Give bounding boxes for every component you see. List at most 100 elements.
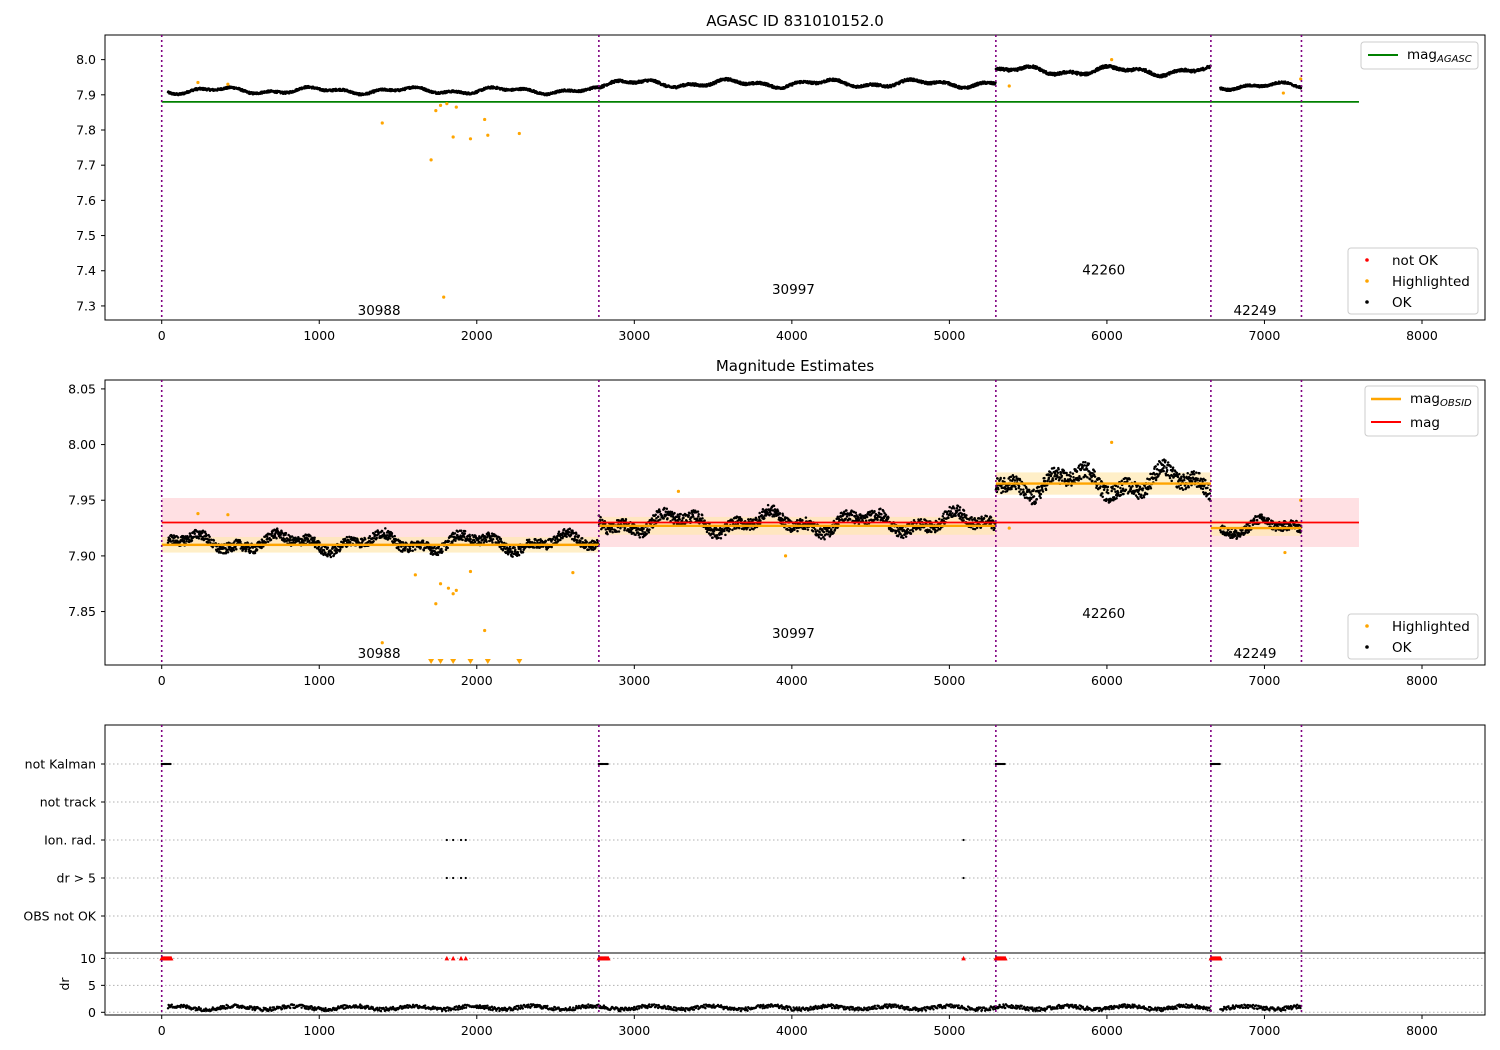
estimates-ok-point — [527, 538, 531, 541]
agasc-highlighted-point — [468, 137, 473, 141]
estimates-ok-point — [587, 548, 591, 551]
estimates-ok-point — [585, 540, 588, 544]
estimates-ok-point — [349, 540, 352, 544]
estimates-ok-point — [253, 551, 257, 555]
estimates-ok-point — [235, 548, 238, 551]
estimates-ok-point — [611, 530, 614, 534]
agasc-xtick-label: 8000 — [1406, 328, 1438, 343]
estimates-ok-point — [419, 546, 422, 549]
estimates-ok-point — [372, 540, 375, 543]
estimates-ok-point — [432, 552, 435, 556]
estimates-ok-point — [673, 511, 676, 515]
agasc-highlighted-point — [1110, 58, 1114, 62]
agasc-obsid-label: 30997 — [772, 282, 815, 298]
estimates-xtick-label: 6000 — [1091, 673, 1123, 688]
estimates-xtick-label: 2000 — [461, 673, 493, 688]
estimates-ok-point — [411, 549, 414, 553]
estimates-ok-point — [606, 532, 609, 536]
estimates-ok-point — [275, 537, 278, 540]
estimates-ok-point — [185, 540, 188, 543]
estimates-ok-point — [575, 539, 579, 542]
estimates-ok-point — [511, 555, 514, 558]
estimates-ok-point — [738, 526, 741, 530]
estimates-ok-point — [662, 517, 665, 520]
estimates-ok-point — [682, 516, 685, 520]
estimates-ok-point — [513, 546, 516, 549]
agasc-ok-point — [602, 85, 605, 89]
agasc-panel: AGASC ID 831010152.0 — [104, 12, 1486, 321]
estimates-ok-point — [559, 538, 562, 542]
agasc-ytick-label: 7.5 — [76, 228, 96, 243]
agasc-obsid-label: 42260 — [1082, 263, 1125, 279]
estimates-ok-point — [390, 531, 394, 535]
agasc-highlighted-point — [483, 117, 487, 122]
agasc-highlighted-point — [442, 295, 446, 299]
estimates-ok-point — [368, 535, 372, 538]
estimates-ok-point — [678, 515, 681, 518]
estimates-ok-point — [422, 549, 426, 552]
agasc-xtick-label: 1000 — [303, 328, 335, 343]
estimates-ok-point — [309, 535, 312, 538]
estimates-ok-point — [239, 540, 242, 544]
estimates-ok-point — [326, 555, 329, 558]
estimates-ok-point — [485, 540, 488, 543]
agasc-ytick-label: 7.7 — [76, 158, 96, 173]
estimates-ok-point — [572, 531, 576, 535]
estimates-ok-point — [446, 546, 449, 550]
estimates-ok-point — [579, 539, 582, 543]
estimates-ok-point — [510, 550, 514, 553]
estimates-ok-point — [728, 527, 732, 531]
agasc-ytick-label: 7.8 — [76, 123, 96, 138]
agasc-ytick-label: 7.9 — [76, 87, 96, 102]
agasc-xtick-label: 3000 — [618, 328, 650, 343]
estimates-ok-point — [717, 536, 720, 539]
estimates-ok-point — [580, 537, 584, 540]
estimates-xtick-label: 8000 — [1406, 673, 1438, 688]
agasc-highlighted-point — [196, 80, 200, 85]
agasc-ytick-label: 7.4 — [76, 263, 96, 278]
estimates-ok-point — [688, 512, 691, 515]
estimates-ok-point — [521, 550, 525, 554]
estimates-ok-point — [645, 532, 648, 535]
estimates-ok-point — [654, 513, 657, 516]
estimates-ok-point — [724, 533, 727, 537]
agasc-highlighted-point — [1007, 84, 1011, 88]
estimates-ok-point — [197, 537, 201, 540]
estimates-ok-point — [619, 526, 622, 530]
estimates-ok-point — [719, 536, 723, 540]
estimates-xtick-label: 7000 — [1249, 673, 1281, 688]
estimates-ok-point — [656, 515, 660, 519]
estimates-ok-point — [255, 548, 259, 552]
estimates-ok-point — [516, 550, 520, 554]
estimates-ok-point — [232, 548, 236, 552]
agasc-obsid-label: 42249 — [1234, 303, 1277, 319]
estimates-ok-point — [226, 548, 229, 552]
estimates-ok-point — [565, 535, 568, 538]
estimates-ok-point — [577, 534, 581, 537]
agasc-xtick-label: 0 — [158, 328, 166, 343]
estimates-ok-point — [679, 512, 682, 516]
dr-axis-label: dr — [57, 977, 72, 991]
estimates-ok-point — [703, 519, 706, 522]
estimates-ok-point — [623, 527, 627, 530]
dr-panel-frame — [104, 952, 1486, 1016]
estimates-ok-point — [697, 515, 700, 518]
agasc-highlighted-point — [226, 82, 230, 86]
estimates-ok-point — [550, 545, 553, 549]
estimates-ok-point — [468, 535, 472, 538]
estimates-ok-point — [454, 539, 457, 543]
estimates-ok-point — [696, 510, 700, 513]
estimates-ok-point — [519, 547, 522, 551]
estimates-ok-point — [514, 548, 517, 552]
estimates-ok-point — [348, 535, 351, 539]
estimates-ytick-label: 7.90 — [68, 548, 96, 563]
estimates-ok-point — [408, 547, 412, 550]
estimates-ok-point — [205, 534, 208, 537]
estimates-ok-point — [380, 530, 384, 533]
estimates-ok-point — [461, 538, 464, 542]
estimates-ok-point — [388, 537, 392, 540]
estimates-ok-point — [574, 535, 577, 538]
estimates-xtick-label: 1000 — [303, 673, 335, 688]
agasc-ytick-label: 7.3 — [76, 298, 96, 313]
